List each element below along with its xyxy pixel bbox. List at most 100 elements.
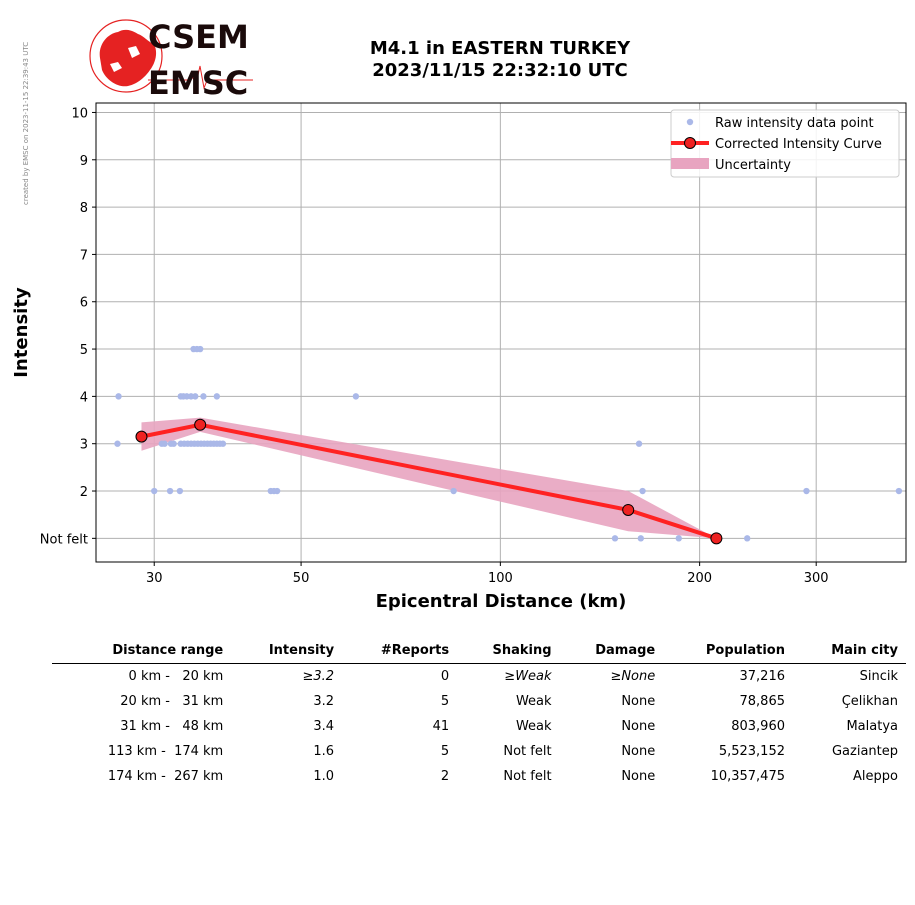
raw-point <box>213 393 221 400</box>
table-cell: None <box>621 768 656 784</box>
table-cell: Gaziantep <box>831 743 898 759</box>
legend: Raw intensity data point Corrected Inten… <box>670 109 900 178</box>
x-tick-labels: 30 50 100 200 300 <box>146 571 829 586</box>
raw-point <box>637 535 645 542</box>
raw-point <box>166 487 174 495</box>
table-header-cell: Main city <box>793 640 906 664</box>
table-cell: ≥None <box>610 668 656 684</box>
intensity-chart: 30 50 100 200 300 Not felt 2 3 4 5 6 7 8 9 10 Epicent… <box>11 102 907 612</box>
raw-point <box>803 487 810 495</box>
table-cell: 37,216 <box>739 668 786 684</box>
table-cell: 113 km - 174 km <box>107 743 224 759</box>
table-cell: None <box>621 693 656 709</box>
table-cell: ≥Weak <box>504 668 552 684</box>
uncertainty-band <box>141 417 717 539</box>
corrected-curve-line <box>141 422 717 541</box>
table-cell: Malatya <box>846 718 898 734</box>
table-cell: 5 <box>440 693 450 709</box>
table-cell: Çelikhan <box>841 693 898 709</box>
title-event: M4.1 in EASTERN TURKEY <box>369 38 631 59</box>
table-header-cell: Shaking <box>457 640 560 664</box>
table-cell: 5 <box>440 743 450 759</box>
table-row: 113 km - 174 km 1.6 5 Not felt None 5,523,152… <box>52 739 906 764</box>
y-tick-label: 7 <box>80 248 88 263</box>
table-row: 31 km - 48 km 3.4 41 Weak None 803,960 Malatya <box>52 714 906 739</box>
title-datetime: 2023/11/15 22:32:10 UTC <box>372 60 628 81</box>
y-tick-label: 3 <box>80 438 88 453</box>
table-cell: Not felt <box>503 768 552 784</box>
raw-point <box>895 487 903 495</box>
table-cell: 174 km - 267 km <box>107 768 224 784</box>
legend-band-symbol <box>671 158 709 169</box>
raw-points <box>114 345 903 542</box>
raw-point <box>639 487 646 495</box>
raw-point <box>114 440 121 447</box>
table-cell: 0 <box>440 668 450 684</box>
raw-point <box>219 440 227 447</box>
raw-point <box>273 487 281 495</box>
plot-frame <box>95 102 907 563</box>
x-tick-label: 300 <box>804 571 829 586</box>
table-header-cell: Damage <box>559 640 664 664</box>
legend-raw-label: Raw intensity data point <box>715 116 874 131</box>
table-row: 0 km - 20 km ≥3.2 0 ≥Weak ≥None 37,216 Sincik <box>52 664 906 690</box>
curve-marker <box>194 418 207 431</box>
table-cell: 2 <box>440 768 450 784</box>
raw-point <box>744 535 751 542</box>
emsc-logo: CSEM EMSC <box>89 18 253 98</box>
table-cell: 41 <box>432 718 450 734</box>
raw-point <box>196 345 204 353</box>
raw-point <box>151 487 158 495</box>
table-cell: Sincik <box>859 668 898 684</box>
table-cell: 78,865 <box>739 693 786 709</box>
globe-icon <box>89 19 163 93</box>
logo-text-csem: CSEM <box>148 18 249 56</box>
table-header-cell: Distance range <box>52 640 232 664</box>
raw-point <box>170 440 177 447</box>
table-cell: Weak <box>515 693 552 709</box>
legend-curve-marker <box>684 137 696 149</box>
table-cell: 1.0 <box>313 768 335 784</box>
x-tick-label: 200 <box>687 571 712 586</box>
x-tick-label: 100 <box>488 571 513 586</box>
x-tick-label: 30 <box>146 571 163 586</box>
raw-point <box>352 393 360 400</box>
table-cell: 1.6 <box>313 743 335 759</box>
y-axis-label: Intensity <box>11 287 32 378</box>
table-cell: Weak <box>515 718 552 734</box>
y-tick-label: 5 <box>80 343 88 358</box>
table-body: 0 km - 20 km ≥3.2 0 ≥Weak ≥None 37,216 Sincik 2… <box>52 664 906 790</box>
table-cell: None <box>621 718 656 734</box>
table-row: 174 km - 267 km 1.0 2 Not felt None 10,357,47… <box>52 764 906 789</box>
curve-marker <box>710 532 723 545</box>
raw-point <box>611 535 619 542</box>
legend-raw-symbol <box>686 118 694 126</box>
raw-point <box>450 487 457 495</box>
table-cell: None <box>621 743 656 759</box>
y-tick-label: 9 <box>80 154 88 169</box>
x-tick-label: 50 <box>293 571 310 586</box>
y-tick-label: Not felt <box>40 532 88 547</box>
raw-point <box>115 393 122 400</box>
raw-point <box>176 487 184 495</box>
raw-point <box>675 535 682 542</box>
y-tick-labels: Not felt 2 3 4 5 6 7 8 9 10 <box>40 106 88 547</box>
raw-point <box>200 393 207 400</box>
y-tick-label: 4 <box>80 390 88 405</box>
y-tick-label: 10 <box>71 106 88 121</box>
table-cell: 31 km - 48 km <box>120 718 224 734</box>
raw-point <box>635 440 643 447</box>
table-header-cell: Intensity <box>231 640 343 664</box>
y-tick-label: 2 <box>80 485 88 500</box>
table-cell: Not felt <box>503 743 552 759</box>
table-cell: 803,960 <box>731 718 785 734</box>
table-row: 20 km - 31 km 3.2 5 Weak None 78,865 Çelikhan <box>52 689 906 714</box>
legend-band-label: Uncertainty <box>715 158 791 173</box>
table-cell: ≥3.2 <box>302 668 335 684</box>
raw-point <box>192 393 199 400</box>
intensity-table: Distance range Intensity #Reports Shaking Da… <box>52 640 906 789</box>
table-cell: 5,523,152 <box>718 743 785 759</box>
table-header-cell: #Reports <box>342 640 458 664</box>
curve-marker <box>135 430 148 443</box>
table-cell: 0 km - 20 km <box>128 668 224 684</box>
